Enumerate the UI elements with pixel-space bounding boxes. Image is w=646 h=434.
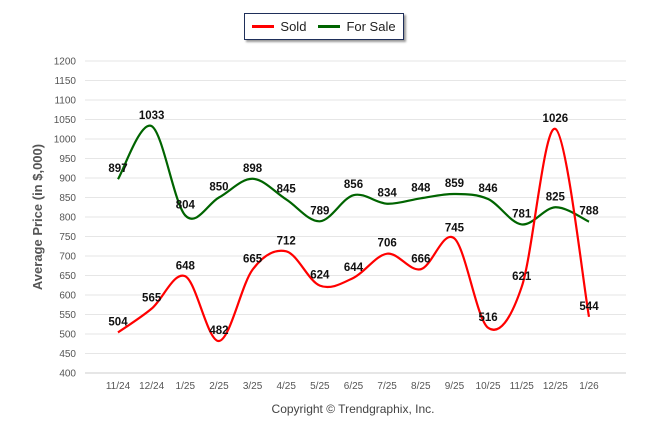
data-label: 897	[108, 163, 127, 175]
legend-label: For Sale	[346, 19, 396, 34]
x-tick-label: 11/24	[106, 381, 131, 392]
y-tick-label: 1050	[54, 115, 77, 126]
data-label: 898	[243, 163, 263, 175]
y-tick-label: 850	[59, 193, 76, 204]
data-label: 850	[209, 182, 228, 194]
data-label: 624	[310, 270, 330, 282]
legend-item-sold[interactable]: Sold	[252, 19, 306, 34]
legend-swatch	[252, 25, 275, 28]
y-axis-label: Average Price (in $,000)	[30, 144, 45, 290]
x-tick-label: 5/25	[310, 381, 330, 392]
data-label: 788	[579, 206, 599, 218]
y-tick-label: 900	[59, 174, 76, 185]
data-label: 621	[512, 271, 532, 283]
data-label: 856	[344, 179, 363, 191]
x-tick-label: 11/25	[510, 381, 535, 392]
y-tick-label: 1200	[54, 57, 77, 68]
x-tick-label: 1/25	[176, 381, 196, 392]
data-label: 516	[478, 312, 497, 324]
data-label: 665	[243, 254, 263, 266]
x-tick-label: 4/25	[276, 381, 296, 392]
y-tick-label: 1000	[54, 135, 77, 146]
data-label: 706	[378, 238, 397, 250]
x-tick-label: 2/25	[209, 381, 229, 392]
data-label: 846	[478, 183, 497, 195]
data-label: 482	[209, 325, 228, 337]
data-label: 544	[579, 301, 599, 313]
legend-label: Sold	[280, 19, 307, 34]
x-axis-label: Copyright © Trendgraphix, Inc.	[272, 402, 435, 416]
y-tick-label: 950	[59, 154, 76, 165]
y-tick-label: 400	[59, 369, 76, 380]
data-label: 1026	[543, 113, 569, 125]
data-label: 712	[277, 235, 296, 247]
x-tick-label: 12/25	[543, 381, 568, 392]
y-tick-label: 1100	[54, 96, 76, 107]
x-tick-label: 10/25	[476, 381, 501, 392]
x-tick-label: 8/25	[411, 381, 431, 392]
data-label: 845	[277, 183, 297, 195]
y-tick-label: 800	[59, 213, 76, 224]
data-label: 848	[411, 182, 431, 194]
data-label: 825	[546, 191, 566, 203]
data-label: 648	[176, 260, 196, 272]
x-tick-label: 7/25	[377, 381, 397, 392]
data-label: 666	[411, 253, 430, 265]
data-label: 1033	[139, 110, 165, 122]
y-tick-label: 600	[59, 291, 76, 302]
y-tick-label: 550	[59, 310, 76, 321]
data-label: 834	[378, 188, 398, 200]
data-label: 565	[142, 293, 162, 305]
x-tick-label: 6/25	[344, 381, 364, 392]
data-label: 859	[445, 178, 464, 190]
y-tick-label: 700	[59, 252, 76, 263]
data-label: 804	[176, 199, 196, 211]
legend: Sold For Sale	[244, 13, 404, 40]
x-tick-label: 12/24	[139, 381, 164, 392]
series-line-sold	[117, 127, 591, 343]
x-tick-label: 1/26	[579, 381, 599, 392]
data-label: 644	[344, 262, 364, 274]
data-label: 781	[512, 208, 532, 220]
legend-item-for-sale[interactable]: For Sale	[318, 19, 396, 34]
x-tick-label: 9/25	[445, 381, 465, 392]
y-tick-label: 650	[59, 271, 76, 282]
y-tick-label: 750	[59, 232, 76, 243]
data-label: 789	[310, 205, 329, 217]
series-line-for-sale	[117, 124, 590, 226]
y-tick-label: 500	[59, 330, 76, 341]
y-tick-label: 1150	[54, 76, 76, 87]
legend-swatch	[318, 25, 341, 28]
data-label: 504	[108, 316, 128, 328]
x-tick-label: 3/25	[243, 381, 263, 392]
y-tick-label: 450	[59, 349, 76, 360]
data-label: 745	[445, 222, 465, 234]
